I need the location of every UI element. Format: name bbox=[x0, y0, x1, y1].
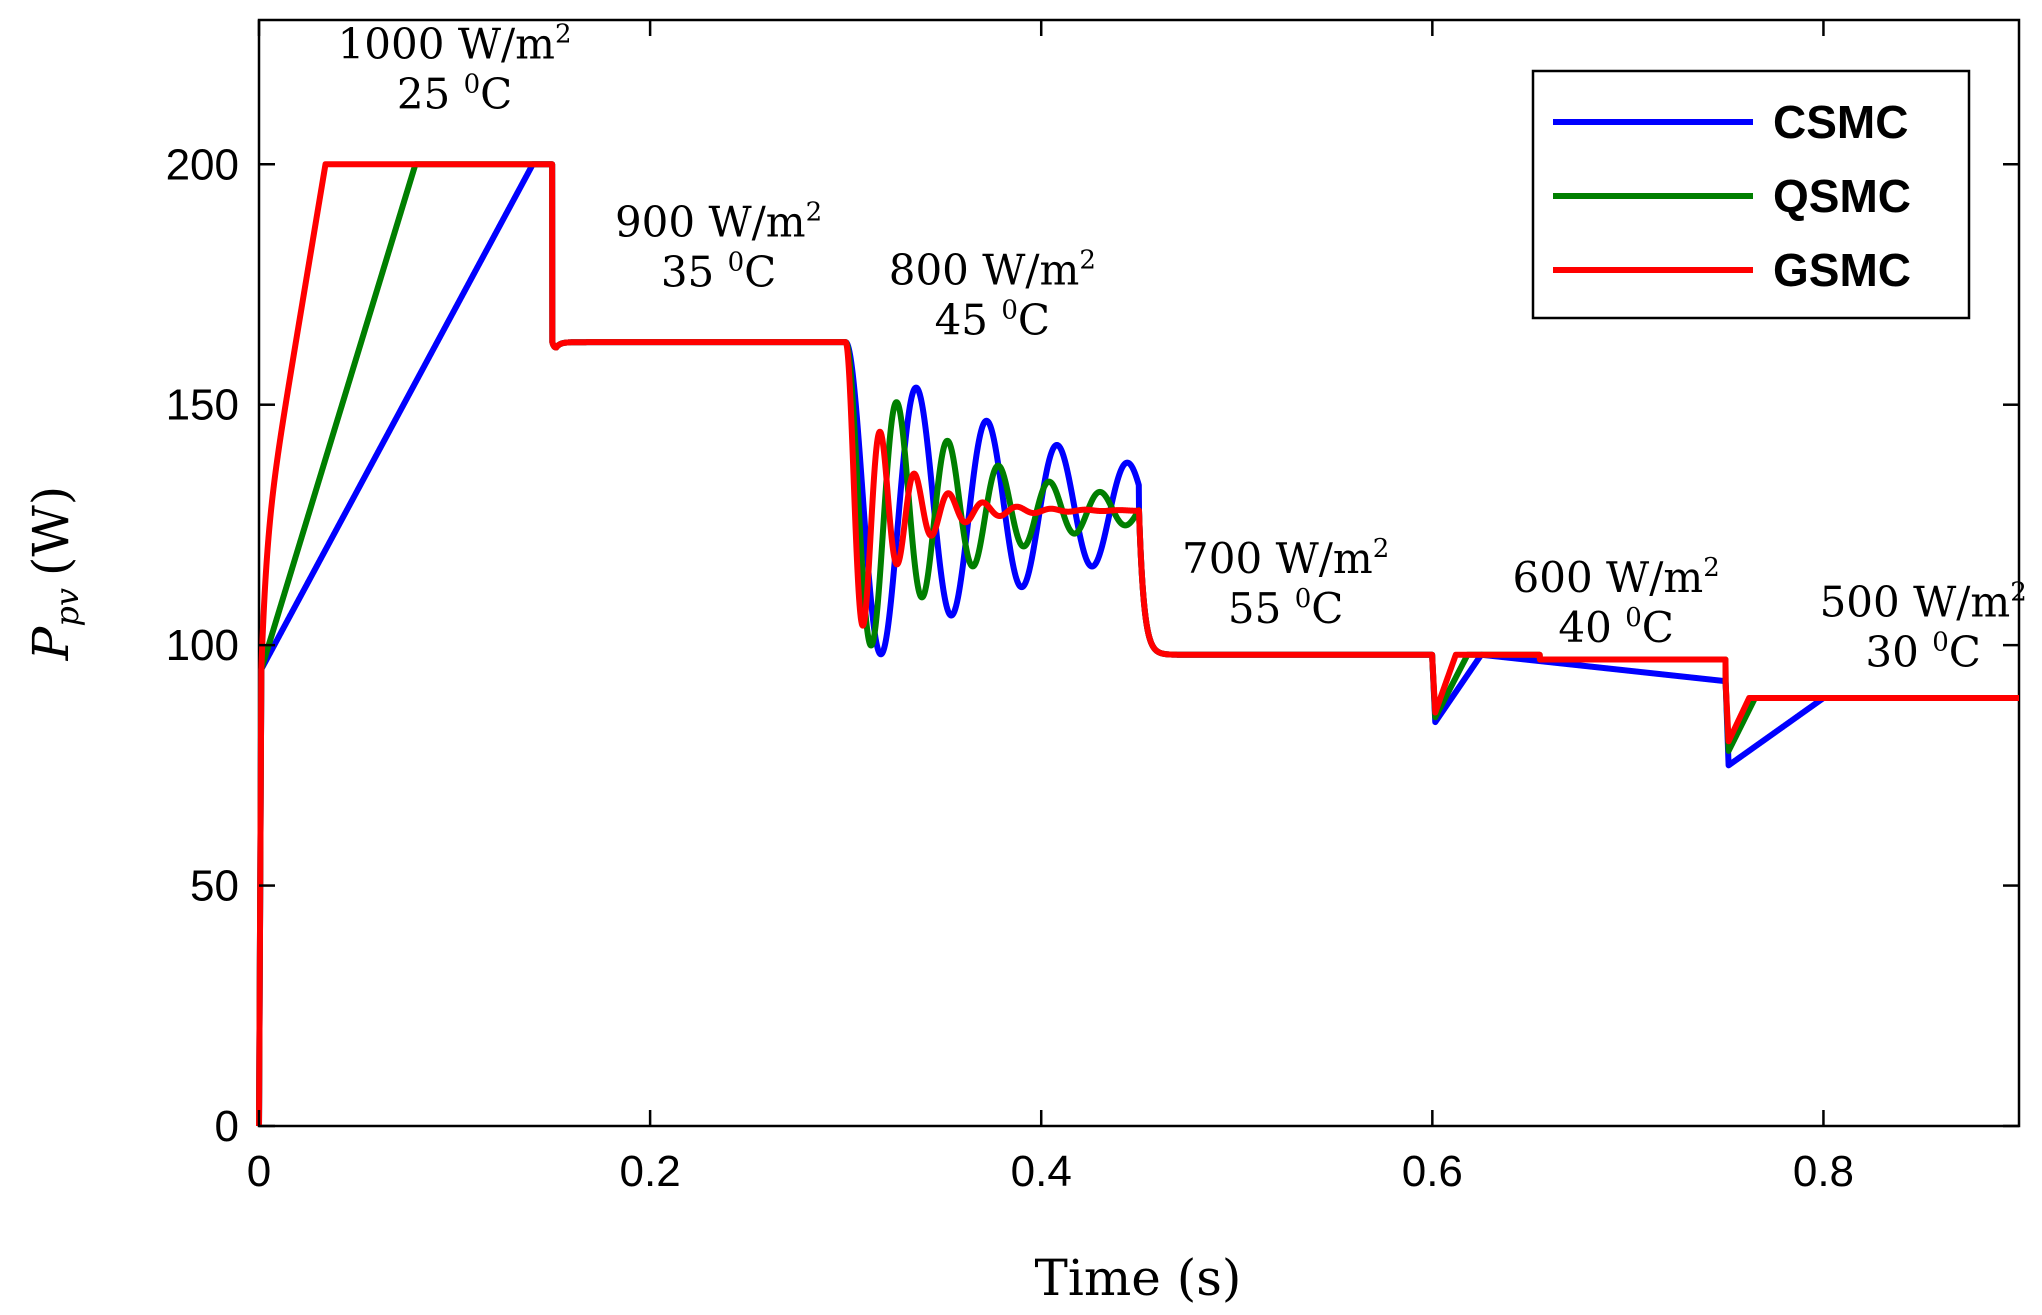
legend-label-gsmc: GSMC bbox=[1773, 244, 1911, 296]
x-tick-label: 0.6 bbox=[1402, 1147, 1463, 1196]
irradiance-annotation: 500 W/m2 bbox=[1820, 577, 2027, 626]
irradiance-annotation: 600 W/m2 bbox=[1513, 553, 1720, 602]
series-line-gsmc bbox=[256, 161, 2022, 1127]
temperature-annotation: 25 0C bbox=[397, 69, 512, 118]
irradiance-annotation: 900 W/m2 bbox=[615, 197, 822, 246]
irradiance-annotation: 700 W/m2 bbox=[1182, 534, 1389, 583]
y-tick-label: 0 bbox=[215, 1102, 239, 1151]
temperature-annotation: 40 0C bbox=[1558, 603, 1673, 652]
legend: CSMC QSMC GSMC bbox=[1531, 69, 1971, 320]
y-tick-label: 200 bbox=[166, 140, 239, 189]
y-tick-label: 150 bbox=[166, 381, 239, 430]
series-layer bbox=[256, 161, 2022, 1127]
temperature-annotation: 55 0C bbox=[1228, 584, 1343, 633]
y-tick-label: 50 bbox=[190, 862, 239, 911]
temperature-annotation: 35 0C bbox=[661, 247, 776, 296]
y-axis-title-sub: pv bbox=[48, 588, 86, 627]
y-axis-title: Ppv (W) bbox=[22, 486, 86, 662]
y-axis-title-unit: (W) bbox=[22, 486, 80, 576]
y-axis-title-main: P bbox=[22, 625, 80, 661]
x-tick-label: 0.4 bbox=[1011, 1147, 1072, 1196]
x-axis-title: Time (s) bbox=[1035, 1249, 1242, 1307]
temperature-annotation: 30 0C bbox=[1865, 627, 1980, 676]
temperature-annotation: 45 0C bbox=[935, 295, 1050, 344]
x-tick-label: 0.8 bbox=[1793, 1147, 1854, 1196]
legend-label-qsmc: QSMC bbox=[1773, 170, 1911, 222]
x-tick-label: 0.2 bbox=[620, 1147, 681, 1196]
x-tick-label: 0 bbox=[247, 1147, 271, 1196]
ticks-layer: 0 0.2 0.4 0.6 0.8 0 50 100 150 200 bbox=[166, 20, 2019, 1196]
irradiance-annotation: 1000 W/m2 bbox=[338, 19, 572, 68]
legend-label-csmc: CSMC bbox=[1773, 96, 1908, 148]
y-tick-label: 100 bbox=[166, 621, 239, 670]
irradiance-annotation: 800 W/m2 bbox=[889, 245, 1096, 294]
